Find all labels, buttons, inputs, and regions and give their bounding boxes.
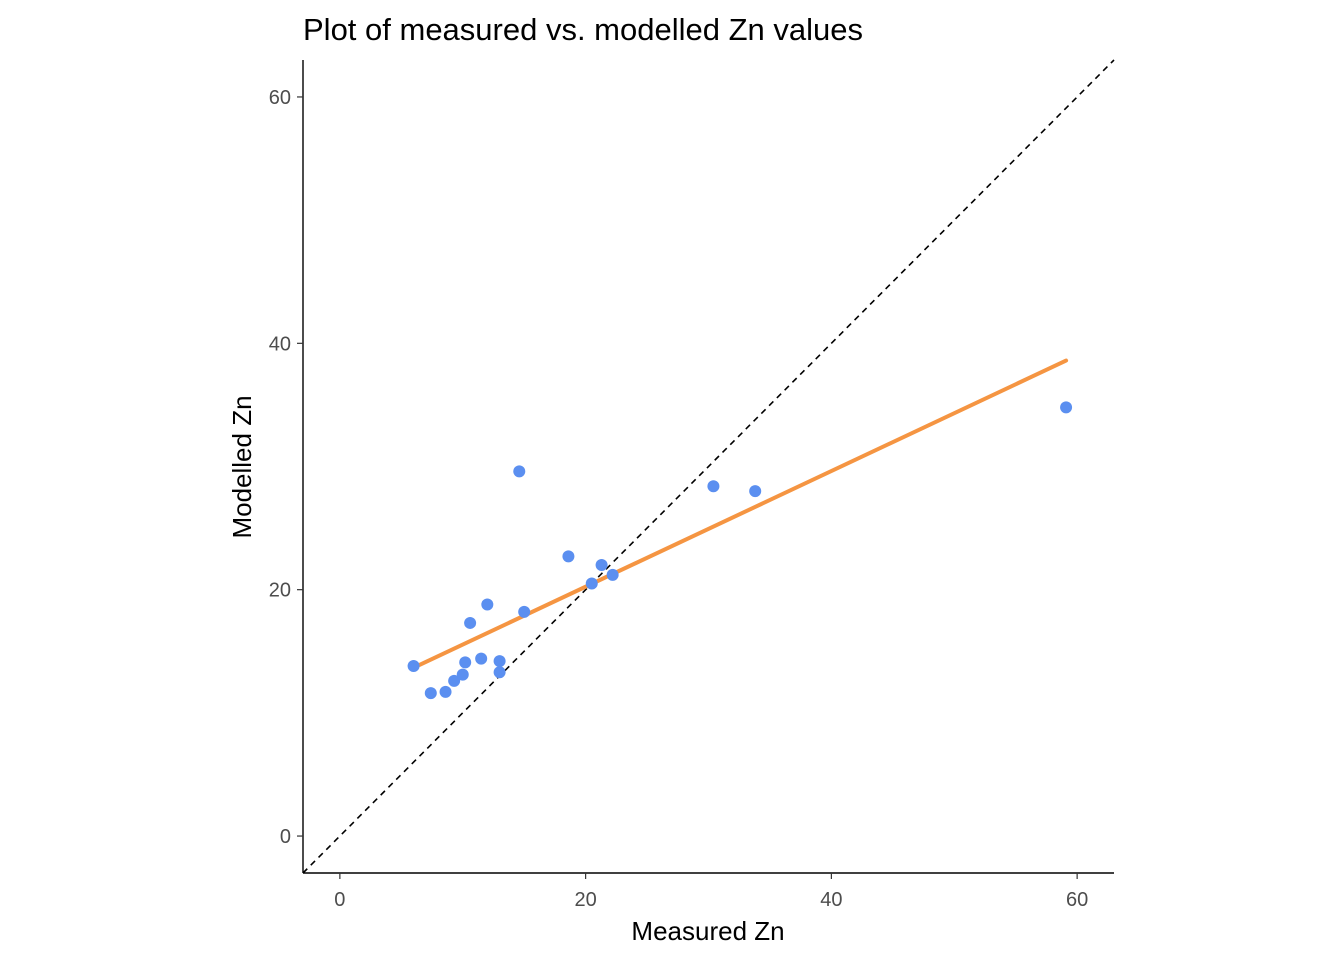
data-point [518,605,531,618]
x-axis-label: Measured Zn [631,916,784,946]
data-point [1060,401,1073,414]
data-point [448,674,461,687]
data-point [464,616,477,629]
plot-area: 0 20 40 60 0 20 40 60 [269,59,1115,911]
data-point [424,687,437,700]
x-tick-label: 40 [820,889,842,911]
data-point [749,485,762,498]
y-axis-label: Modelled Zn [227,395,257,538]
y-tick-label: 0 [280,826,291,848]
y-tick-label: 40 [269,333,291,355]
data-point [439,685,452,698]
x-tick-label: 20 [574,889,596,911]
data-point [585,577,598,590]
identity-line [302,59,1115,874]
data-point [475,652,488,665]
data-point [562,550,575,563]
y-tick-label: 60 [269,87,291,109]
x-tick-label: 0 [334,889,345,911]
data-point [459,656,472,669]
trend-line [417,358,1069,667]
data-point [407,660,420,673]
y-tick-label: 20 [269,580,291,602]
data-point [606,568,619,581]
data-point [707,480,720,493]
x-tick-label: 60 [1066,889,1088,911]
data-point [456,668,469,681]
data-point [493,666,506,679]
data-point [513,465,526,478]
chart-title: Plot of measured vs. modelled Zn values [303,12,863,47]
data-point [481,598,494,611]
data-point [493,655,506,668]
data-point [595,559,608,572]
